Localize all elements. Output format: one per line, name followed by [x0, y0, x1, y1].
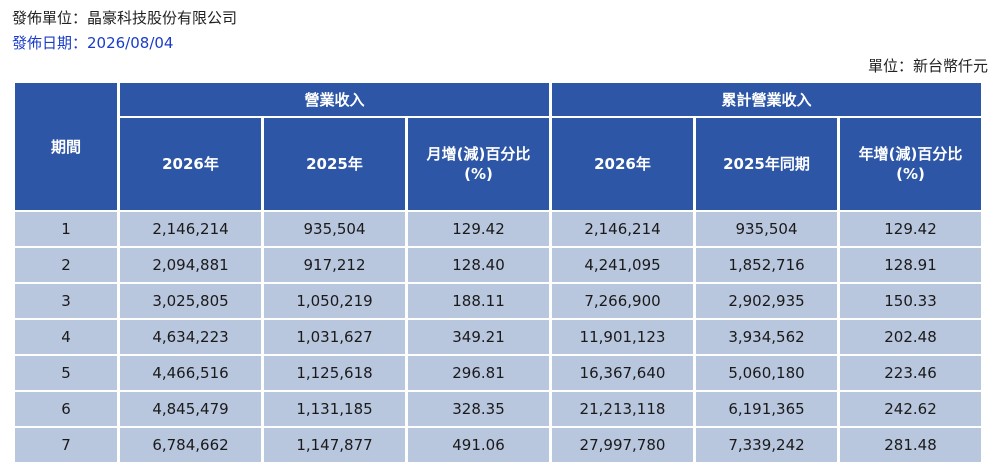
table-cell: 281.48	[840, 428, 981, 462]
period-cell: 4	[15, 320, 117, 354]
unit-label: 單位：新台幣仟元	[867, 57, 988, 75]
table-cell: 296.81	[408, 356, 549, 390]
col-mom-percent-header: 月增(減)百分比 (%)	[408, 118, 549, 210]
table-cell: 1,031,627	[264, 320, 405, 354]
table-cell: 1,852,716	[696, 248, 837, 282]
col-2025-same-period-header: 2025年同期	[696, 118, 837, 210]
table-cell: 1,125,618	[264, 356, 405, 390]
table-cell: 27,997,780	[552, 428, 693, 462]
table-cell: 349.21	[408, 320, 549, 354]
cumulative-revenue-header: 累計營業收入	[552, 83, 981, 116]
table-cell: 1,147,877	[264, 428, 405, 462]
table-cell: 21,213,118	[552, 392, 693, 426]
table-cell: 3,025,805	[120, 284, 261, 318]
table-cell: 328.35	[408, 392, 549, 426]
table-cell: 4,845,479	[120, 392, 261, 426]
period-cell: 1	[15, 212, 117, 246]
table-body: 1 2,146,214 935,504 129.42 2,146,214 935,504 1…	[15, 212, 981, 462]
table-cell: 935,504	[264, 212, 405, 246]
table-cell: 150.33	[840, 284, 981, 318]
revenue-table: 期間 營業收入 累計營業收入 2026年 2025年 月增(減)百分比 (%) 2026…	[12, 81, 984, 464]
table-cell: 6,784,662	[120, 428, 261, 462]
table-cell: 128.91	[840, 248, 981, 282]
table-cell: 7,339,242	[696, 428, 837, 462]
table-cell: 188.11	[408, 284, 549, 318]
table-cell: 1,131,185	[264, 392, 405, 426]
table-cell: 4,466,516	[120, 356, 261, 390]
table-cell: 129.42	[840, 212, 981, 246]
table-cell: 242.62	[840, 392, 981, 426]
table-cell: 223.46	[840, 356, 981, 390]
period-cell: 6	[15, 392, 117, 426]
table-cell: 6,191,365	[696, 392, 837, 426]
table-row: 1 2,146,214 935,504 129.42 2,146,214 935,504 1…	[15, 212, 981, 246]
publisher-label: 發佈單位：晶豪科技股份有限公司	[12, 9, 238, 27]
table-cell: 11,901,123	[552, 320, 693, 354]
table-cell: 917,212	[264, 248, 405, 282]
table-cell: 128.40	[408, 248, 549, 282]
table-cell: 491.06	[408, 428, 549, 462]
table-row: 7 6,784,662 1,147,877 491.06 27,997,780 7,339…	[15, 428, 981, 462]
period-cell: 3	[15, 284, 117, 318]
col-2026-cumulative-header: 2026年	[552, 118, 693, 210]
table-cell: 2,902,935	[696, 284, 837, 318]
period-cell: 5	[15, 356, 117, 390]
table-row: 4 4,634,223 1,031,627 349.21 11,901,123 3,934…	[15, 320, 981, 354]
table-row: 3 3,025,805 1,050,219 188.11 7,266,900 2,902,…	[15, 284, 981, 318]
table-cell: 16,367,640	[552, 356, 693, 390]
period-cell: 2	[15, 248, 117, 282]
table-cell: 4,241,095	[552, 248, 693, 282]
table-cell: 2,094,881	[120, 248, 261, 282]
table-cell: 2,146,214	[552, 212, 693, 246]
table-cell: 3,934,562	[696, 320, 837, 354]
table-column-header-row: 2026年 2025年 月增(減)百分比 (%) 2026年 2025年同期 年增(減)百分…	[15, 118, 981, 210]
table-cell: 129.42	[408, 212, 549, 246]
table-cell: 202.48	[840, 320, 981, 354]
period-cell: 7	[15, 428, 117, 462]
monthly-revenue-header: 營業收入	[120, 83, 549, 116]
table-cell: 5,060,180	[696, 356, 837, 390]
table-cell: 4,634,223	[120, 320, 261, 354]
col-yoy-percent-header: 年增(減)百分比 (%)	[840, 118, 981, 210]
table-cell: 2,146,214	[120, 212, 261, 246]
col-2026-monthly-header: 2026年	[120, 118, 261, 210]
publish-date-label: 發佈日期：2026/08/04	[12, 34, 174, 52]
table-cell: 1,050,219	[264, 284, 405, 318]
table-row: 5 4,466,516 1,125,618 296.81 16,367,640 5,060…	[15, 356, 981, 390]
col-2025-monthly-header: 2025年	[264, 118, 405, 210]
table-group-header-row: 期間 營業收入 累計營業收入	[15, 83, 981, 210]
table-row: 6 4,845,479 1,131,185 328.35 21,213,118 6,191…	[15, 392, 981, 426]
table-cell: 7,266,900	[552, 284, 693, 318]
period-header: 期間	[15, 83, 117, 210]
table-cell: 935,504	[696, 212, 837, 246]
table-row: 2 2,094,881 917,212 128.40 4,241,095 1,852,71…	[15, 248, 981, 282]
